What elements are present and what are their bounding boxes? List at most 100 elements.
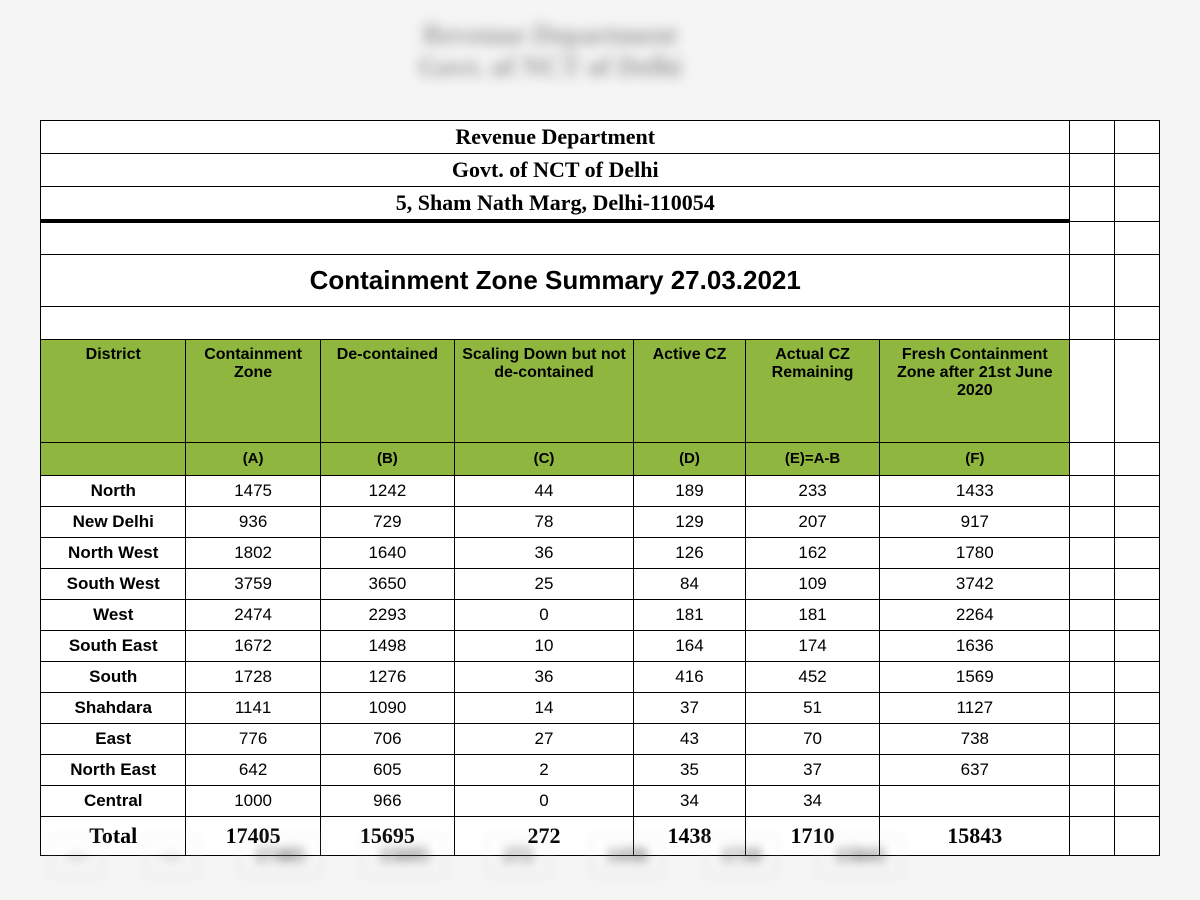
val-a: 776 — [186, 723, 320, 754]
empty-cell — [1070, 475, 1115, 506]
district-cell: North West — [41, 537, 186, 568]
val-act: 164 — [634, 630, 746, 661]
col-district: District — [41, 339, 186, 442]
empty-cell — [1115, 692, 1160, 723]
district-cell: South — [41, 661, 186, 692]
val-act: 129 — [634, 506, 746, 537]
val-c: 0 — [455, 785, 634, 816]
val-b: 729 — [320, 506, 454, 537]
val-c: 10 — [455, 630, 634, 661]
spacer-row — [41, 221, 1160, 254]
empty-cell — [1070, 568, 1115, 599]
val-e: 109 — [745, 568, 879, 599]
val-e: 233 — [745, 475, 879, 506]
val-e: 37 — [745, 754, 879, 785]
val-c: 25 — [455, 568, 634, 599]
table-row: West2474229301811812264 — [41, 599, 1160, 630]
val-act: 35 — [634, 754, 746, 785]
empty-cell — [1070, 599, 1115, 630]
sub-f: (F) — [880, 442, 1070, 475]
val-act: 43 — [634, 723, 746, 754]
val-f: 1636 — [880, 630, 1070, 661]
table-row: South West3759365025841093742 — [41, 568, 1160, 599]
empty-cell — [1115, 537, 1160, 568]
val-c: 44 — [455, 475, 634, 506]
dept-name: Revenue Department — [41, 121, 1070, 154]
empty-cell — [1070, 692, 1115, 723]
sub-a: (A) — [186, 442, 320, 475]
table-row: South17281276364164521569 — [41, 661, 1160, 692]
empty-cell — [1070, 661, 1115, 692]
sub-blank — [41, 442, 186, 475]
val-b: 2293 — [320, 599, 454, 630]
empty-cell — [1115, 723, 1160, 754]
district-cell: North — [41, 475, 186, 506]
empty-cell — [1115, 221, 1160, 254]
val-a: 1000 — [186, 785, 320, 816]
col-active: Active CZ — [634, 339, 746, 442]
district-cell: Shahdara — [41, 692, 186, 723]
val-act: 34 — [634, 785, 746, 816]
val-c: 36 — [455, 537, 634, 568]
empty-cell — [1070, 630, 1115, 661]
val-b: 3650 — [320, 568, 454, 599]
table-row: North East64260523537637 — [41, 754, 1160, 785]
val-a: 1475 — [186, 475, 320, 506]
val-f: 917 — [880, 506, 1070, 537]
empty-cell — [1070, 306, 1115, 339]
spacer-row-2 — [41, 306, 1160, 339]
empty-cell — [1070, 506, 1115, 537]
val-e: 162 — [745, 537, 879, 568]
val-c: 14 — [455, 692, 634, 723]
val-c: 78 — [455, 506, 634, 537]
val-e: 452 — [745, 661, 879, 692]
dept-row: Revenue Department — [41, 121, 1160, 154]
val-b: 605 — [320, 754, 454, 785]
val-e: 174 — [745, 630, 879, 661]
column-headers: District Containment Zone De-contained S… — [41, 339, 1160, 442]
val-b: 1276 — [320, 661, 454, 692]
table-row: Central100096603434 — [41, 785, 1160, 816]
blurred-footer-echo: ——17405156952721438171015843 — [50, 820, 1150, 890]
empty-cell — [1115, 630, 1160, 661]
empty-cell — [1115, 339, 1160, 442]
district-cell: West — [41, 599, 186, 630]
col-scaling: Scaling Down but not de-contained — [455, 339, 634, 442]
empty-cell — [1070, 187, 1115, 222]
val-c: 2 — [455, 754, 634, 785]
val-act: 416 — [634, 661, 746, 692]
table-row: South East16721498101641741636 — [41, 630, 1160, 661]
val-f: 3742 — [880, 568, 1070, 599]
empty-cell — [1115, 442, 1160, 475]
empty-cell — [1115, 121, 1160, 154]
empty-cell — [1115, 306, 1160, 339]
val-b: 1640 — [320, 537, 454, 568]
empty-cell — [1070, 537, 1115, 568]
empty-cell — [1070, 254, 1115, 306]
empty-cell — [1115, 187, 1160, 222]
spacer — [41, 221, 1070, 254]
empty-cell — [1115, 754, 1160, 785]
district-cell: South West — [41, 568, 186, 599]
val-f: 2264 — [880, 599, 1070, 630]
val-f: 738 — [880, 723, 1070, 754]
empty-cell — [1115, 154, 1160, 187]
val-e: 34 — [745, 785, 879, 816]
address: 5, Sham Nath Marg, Delhi-110054 — [41, 187, 1070, 222]
col-decontained: De-contained — [320, 339, 454, 442]
val-a: 2474 — [186, 599, 320, 630]
empty-cell — [1115, 475, 1160, 506]
title-row: Containment Zone Summary 27.03.2021 — [41, 254, 1160, 306]
val-b: 1242 — [320, 475, 454, 506]
val-e: 70 — [745, 723, 879, 754]
val-f: 1433 — [880, 475, 1070, 506]
val-act: 84 — [634, 568, 746, 599]
table-row: North14751242441892331433 — [41, 475, 1160, 506]
val-a: 1141 — [186, 692, 320, 723]
val-b: 966 — [320, 785, 454, 816]
address-row: 5, Sham Nath Marg, Delhi-110054 — [41, 187, 1160, 222]
district-cell: New Delhi — [41, 506, 186, 537]
val-e: 207 — [745, 506, 879, 537]
val-e: 51 — [745, 692, 879, 723]
val-act: 126 — [634, 537, 746, 568]
